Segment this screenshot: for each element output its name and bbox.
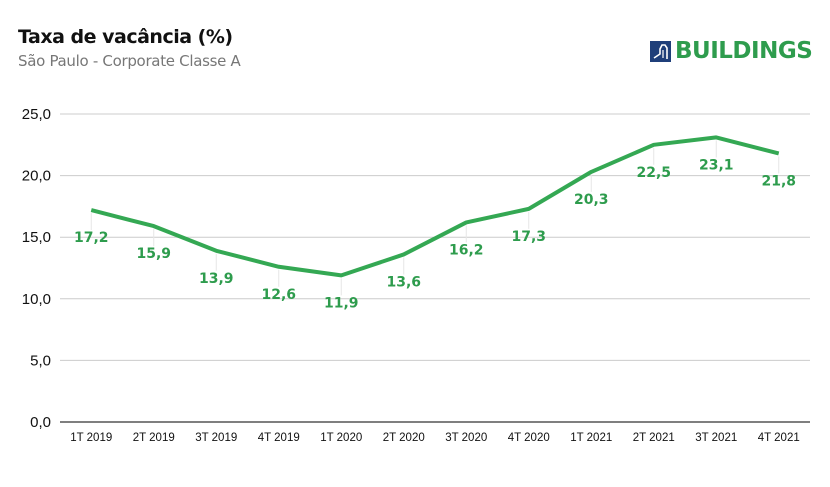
data-label: 11,9: [324, 295, 359, 311]
logo-text: BUILDINGS: [675, 38, 813, 64]
y-tick-label: 5,0: [30, 352, 51, 369]
data-label: 16,2: [449, 242, 484, 258]
data-label: 13,9: [199, 271, 234, 287]
data-label: 22,5: [636, 165, 671, 181]
building-icon: [650, 40, 671, 62]
x-tick-label: 2T 2021: [633, 432, 675, 444]
data-labels: 17,2 15,9 13,9 12,6 11,9 13,6 16,2 17,3 20,3 22,5…: [74, 157, 796, 311]
chart-title: Taxa de vacância (%): [18, 26, 233, 48]
series-line: [90, 135, 780, 278]
x-axis-ticks: 1T 2019 2T 2019 3T 2019 4T 2019 1T 2020 2T 20…: [70, 432, 800, 444]
label-drop-lines: [90, 140, 780, 296]
buildings-logo: BUILDINGS: [650, 38, 813, 64]
x-tick-label: 4T 2021: [758, 432, 800, 444]
x-tick-label: 2T 2020: [383, 432, 425, 444]
x-tick-label: 1T 2019: [70, 432, 112, 444]
data-label: 12,6: [261, 287, 296, 303]
data-label: 23,1: [699, 157, 734, 173]
x-tick-label: 1T 2020: [320, 432, 362, 444]
x-tick-label: 3T 2021: [695, 432, 737, 444]
data-label: 13,6: [386, 274, 421, 290]
data-label: 17,3: [511, 229, 546, 245]
y-tick-label: 15,0: [22, 229, 51, 246]
x-tick-label: 2T 2019: [133, 432, 175, 444]
chart-subtitle: São Paulo - Corporate Classe A: [18, 52, 241, 70]
x-tick-label: 4T 2020: [508, 432, 550, 444]
series-lines: [90, 135, 780, 278]
data-label: 17,2: [74, 230, 109, 246]
y-tick-label: 0,0: [30, 414, 51, 431]
x-tick-label: 3T 2020: [445, 432, 487, 444]
x-tick-label: 3T 2019: [195, 432, 237, 444]
y-axis-ticks: 0,0 5,0 10,0 15,0 20,0 25,0: [22, 106, 51, 431]
data-label: 21,8: [761, 173, 796, 189]
data-label: 15,9: [136, 246, 171, 262]
y-tick-label: 25,0: [22, 106, 51, 123]
data-label: 20,3: [574, 192, 609, 208]
x-tick-label: 1T 2021: [570, 432, 612, 444]
grid-lines: [60, 113, 810, 423]
x-tick-label: 4T 2019: [258, 432, 300, 444]
y-tick-label: 10,0: [22, 291, 51, 308]
y-tick-label: 20,0: [22, 168, 51, 185]
